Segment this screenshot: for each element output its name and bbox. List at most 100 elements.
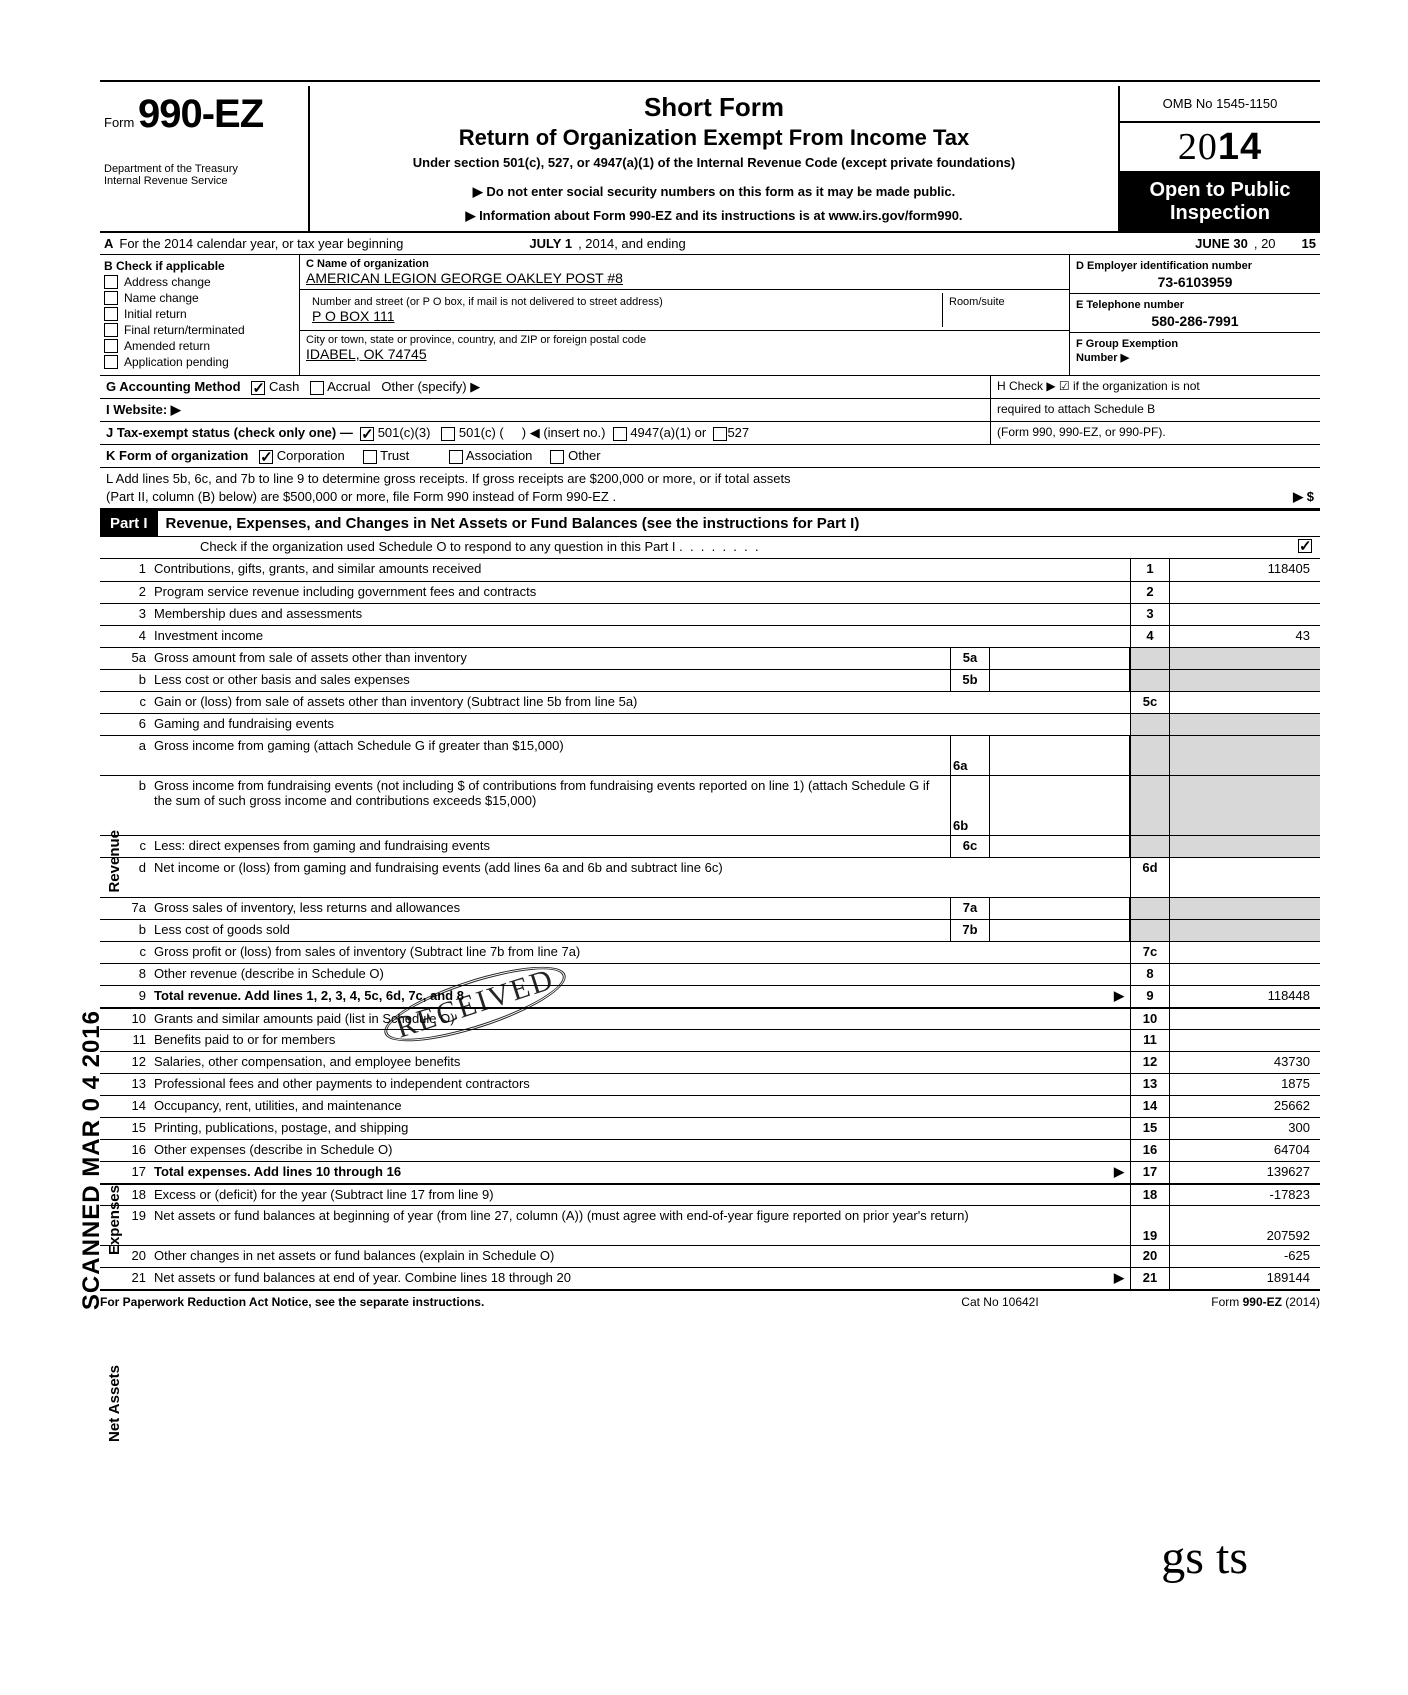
- open-line2: Inspection: [1170, 202, 1270, 224]
- header-left: Form 990-EZ Department of the Treasury I…: [100, 86, 310, 231]
- line-6: 6 Gaming and fundraising events: [100, 713, 1320, 735]
- line-12: 12 Salaries, other compensation, and emp…: [100, 1051, 1320, 1073]
- line-16: 16 Other expenses (describe in Schedule …: [100, 1139, 1320, 1161]
- chk-final: Final return/terminated: [124, 323, 245, 337]
- line-12-val: 43730: [1170, 1052, 1320, 1073]
- part-i-header: Part I Revenue, Expenses, and Changes in…: [100, 509, 1320, 537]
- line-5c-val: [1170, 692, 1320, 713]
- checkbox-icon[interactable]: [104, 355, 118, 369]
- line-6b-mid: 6b: [950, 776, 990, 835]
- footer-left: For Paperwork Reduction Act Notice, see …: [100, 1295, 900, 1309]
- dept-line2: Internal Revenue Service: [104, 175, 304, 187]
- f-label: F Group Exemption: [1076, 338, 1178, 350]
- checkbox-4947[interactable]: [613, 427, 627, 441]
- line-8: 8 Other revenue (describe in Schedule O)…: [100, 963, 1320, 985]
- line-8-val: [1170, 964, 1320, 985]
- year-outline: 20: [1178, 126, 1218, 168]
- line-6b: b Gross income from fundraising events (…: [100, 775, 1320, 835]
- arrow-icon: ▶: [1114, 988, 1124, 1005]
- line-6d-text: Net income or (loss) from gaming and fun…: [154, 860, 1124, 895]
- chk-amended: Amended return: [124, 339, 210, 353]
- row-l: L Add lines 5b, 6c, and 7b to line 9 to …: [100, 468, 1320, 486]
- line-14: 14 Occupancy, rent, utilities, and maint…: [100, 1095, 1320, 1117]
- line-7c-no: 7c: [1130, 942, 1170, 963]
- line-4: 4 Investment income 4 43: [100, 625, 1320, 647]
- checkbox-527[interactable]: [713, 427, 727, 441]
- title-short-form: Short Form: [318, 92, 1110, 123]
- open-to-public: Open to Public Inspection: [1120, 173, 1320, 231]
- checkbox-icon[interactable]: [104, 291, 118, 305]
- row-e: E Telephone number 580-286-7991: [1070, 294, 1320, 333]
- j-e: 527: [727, 425, 749, 440]
- row-d: D Employer identification number 73-6103…: [1070, 255, 1320, 294]
- checkbox-icon[interactable]: [104, 275, 118, 289]
- line-7b-mid: 7b: [950, 920, 990, 941]
- k-c: Association: [466, 448, 532, 463]
- line-5b: b Less cost or other basis and sales exp…: [100, 669, 1320, 691]
- chk-name-change: Name change: [124, 291, 199, 305]
- k-a: Corporation: [277, 448, 345, 463]
- line-15-text: Printing, publications, postage, and shi…: [154, 1120, 1124, 1137]
- checkbox-accrual[interactable]: [310, 381, 324, 395]
- form-prefix: Form: [104, 115, 134, 130]
- city-value: IDABEL, OK 74745: [306, 346, 1063, 362]
- row-a-begin: JULY 1: [529, 236, 572, 251]
- line-6c-mid: 6c: [950, 836, 990, 857]
- line-21: 21 Net assets or fund balances at end of…: [100, 1267, 1320, 1289]
- row-g-h: G Accounting Method Cash Accrual Other (…: [100, 376, 1320, 399]
- line-7c-text: Gross profit or (loss) from sales of inv…: [154, 944, 1124, 961]
- checkbox-cash[interactable]: [251, 381, 265, 395]
- org-name-label: C Name of organization: [306, 258, 1063, 270]
- addr-label: Number and street (or P O box, if mail i…: [312, 296, 936, 308]
- part-i-title: Revenue, Expenses, and Changes in Net As…: [158, 511, 1320, 536]
- line-21-text: Net assets or fund balances at end of ye…: [154, 1270, 1114, 1287]
- checkbox-icon[interactable]: [104, 323, 118, 337]
- open-line1: Open to Public: [1149, 179, 1290, 201]
- line-10: 10 Grants and similar amounts paid (list…: [100, 1007, 1320, 1029]
- row-j: J Tax-exempt status (check only one) — 5…: [100, 422, 1320, 445]
- city-label: City or town, state or province, country…: [306, 334, 1063, 346]
- k-label: K Form of organization: [106, 448, 248, 463]
- header-right: OMB No 1545-1150 2014 Open to Public Ins…: [1120, 86, 1320, 231]
- checkbox-assoc[interactable]: [449, 450, 463, 464]
- checkbox-corp[interactable]: [259, 450, 273, 464]
- block-b-to-f: B Check if applicable Address change Nam…: [100, 255, 1320, 376]
- footer: For Paperwork Reduction Act Notice, see …: [100, 1291, 1320, 1309]
- checkbox-schedule-o[interactable]: [1298, 539, 1312, 553]
- line-2-text: Program service revenue including govern…: [154, 584, 1124, 601]
- line-13-val: 1875: [1170, 1074, 1320, 1095]
- room-label: Room/suite: [943, 293, 1063, 327]
- line-3-val: [1170, 604, 1320, 625]
- d-value: 73-6103959: [1076, 274, 1314, 290]
- row-f: F Group Exemption Number ▶: [1070, 333, 1320, 367]
- d-label: D Employer identification number: [1076, 260, 1252, 272]
- subtitle: Under section 501(c), 527, or 4947(a)(1)…: [318, 155, 1110, 170]
- checkbox-501c[interactable]: [441, 427, 455, 441]
- k-b: Trust: [380, 448, 409, 463]
- line-20: 20 Other changes in net assets or fund b…: [100, 1245, 1320, 1267]
- line-11-text: Benefits paid to or for members: [154, 1032, 1124, 1049]
- note-info: ▶ Information about Form 990-EZ and its …: [318, 208, 1110, 224]
- checkbox-icon[interactable]: [104, 307, 118, 321]
- line-13: 13 Professional fees and other payments …: [100, 1073, 1320, 1095]
- line-6-text: Gaming and fundraising events: [154, 716, 1124, 733]
- line-14-val: 25662: [1170, 1096, 1320, 1117]
- part-i-sub-text: Check if the organization used Schedule …: [200, 539, 676, 554]
- checkbox-501c3[interactable]: [360, 427, 374, 441]
- chk-pending: Application pending: [124, 355, 229, 369]
- l-arrow: ▶ $: [1293, 489, 1314, 505]
- checkbox-trust[interactable]: [363, 450, 377, 464]
- e-value: 580-286-7991: [1076, 313, 1314, 329]
- line-5c-text: Gain or (loss) from sale of assets other…: [154, 694, 1124, 711]
- line-5c-no: 5c: [1130, 692, 1170, 713]
- line-18-val: -17823: [1170, 1185, 1320, 1205]
- row-a: A For the 2014 calendar year, or tax yea…: [100, 233, 1320, 255]
- line-19: 19 Net assets or fund balances at beginn…: [100, 1205, 1320, 1245]
- line-16-text: Other expenses (describe in Schedule O): [154, 1142, 1124, 1159]
- dept-line1: Department of the Treasury: [104, 163, 304, 175]
- checkbox-icon[interactable]: [104, 339, 118, 353]
- chk-initial: Initial return: [124, 307, 187, 321]
- j-b: 501(c) (: [459, 425, 504, 440]
- g-label: G Accounting Method: [106, 379, 241, 394]
- checkbox-other-org[interactable]: [550, 450, 564, 464]
